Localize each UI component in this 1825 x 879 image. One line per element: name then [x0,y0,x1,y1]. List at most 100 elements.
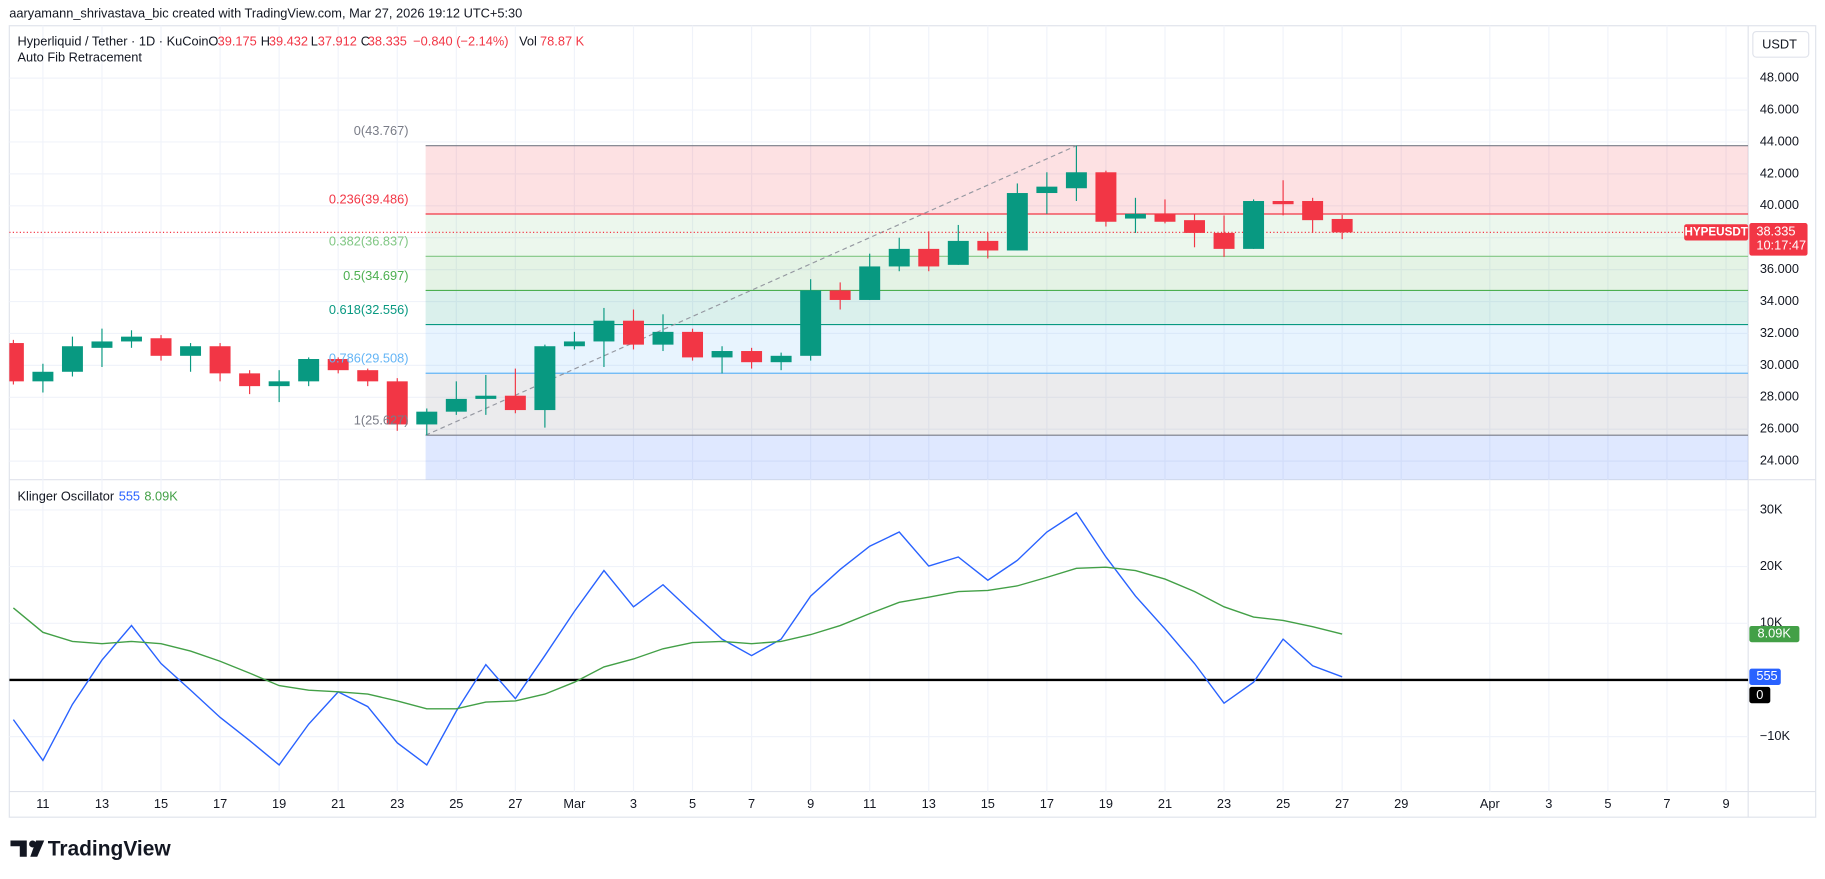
x-tick-label: 25 [449,796,463,811]
oscillator-line [12,566,1343,710]
x-tick-label: 3 [630,796,637,811]
indicator-name: Auto Fib Retracement [17,50,142,65]
y-tick-label: 40.000 [1760,197,1799,212]
x-tick-label: 5 [689,796,696,811]
fib-extension-zone [425,435,1749,480]
x-tick-label: 27 [508,796,522,811]
candle-body [741,351,763,363]
x-tick-label: 15 [981,796,995,811]
y-tick-label: 32.000 [1760,325,1799,340]
y-tick-label: 34.000 [1760,293,1799,308]
last-price: 38.335 [1756,224,1795,239]
fib-label: 0.786(29.508) [329,351,409,366]
y-tick-label: 24.000 [1760,453,1799,468]
ticker-badge [1684,224,1749,241]
candle-body [770,355,792,363]
change: −0.840 (−2.14%) [413,33,508,48]
candle-body [1036,186,1058,194]
axes: 11 13 15 17 19 21 23 25 27 Mar 3 5 7 9 11 13 15 17 19 21 23 2… [36,69,1808,811]
candle-body [504,395,526,411]
open-value: 39.175 [218,33,257,48]
fib-zone [425,145,1749,214]
fib-zone [425,373,1749,436]
x-tick-label: 19 [272,796,286,811]
currency-button[interactable] [1752,30,1810,58]
symbol: Hyperliquid / Tether · 1D · KuCoin [17,33,208,48]
x-tick-label: 19 [1099,796,1113,811]
signal-badge [1749,625,1800,643]
volume: 78.87 K [540,33,585,48]
x-tick-label: 13 [95,796,109,811]
x-tick-label: 5 [1604,796,1611,811]
x-tick-label: 11 [863,796,876,811]
candle-body [800,290,822,356]
y-tick-label: 42.000 [1760,165,1799,180]
candle-body [1065,172,1087,189]
x-tick-label: 29 [1394,796,1408,811]
candle-body [1124,213,1146,219]
fib-label: 0.5(34.697) [343,268,408,283]
fib-zone [425,213,1749,257]
x-tick-label: 25 [1276,796,1290,811]
y-tick-label: 44.000 [1760,133,1799,148]
fib-label: 0.236(39.486) [329,191,409,206]
candle-body [977,240,999,251]
oscillator-line [12,511,1343,766]
fib-label: 0.382(36.837) [329,234,409,249]
oscillator-value: 555 [119,488,140,503]
y-tick-label: 26.000 [1760,421,1799,436]
y-tick-label: 20K [1760,558,1783,573]
currency[interactable]: USDT [1762,36,1797,51]
candle-body [1184,220,1205,233]
candle-body [327,359,349,371]
candle-body [711,351,733,358]
candle-body [947,240,969,265]
candle-body [475,395,497,399]
x-tick-label: 13 [922,796,936,811]
fib-zone [425,256,1749,291]
candle-body [1213,232,1235,249]
candle-body [416,411,438,425]
candle-body [593,320,615,342]
ohlc-letter: L [311,33,318,48]
logo-dot [29,840,37,848]
candle-body [1006,193,1028,251]
low-value: 37.912 [318,33,357,48]
fib-zone [425,324,1749,374]
candle-body [1095,172,1117,222]
logo: TradingView [10,837,171,860]
x-tick-label: 21 [331,796,345,811]
candle-body [682,331,704,358]
y-tick-label: −10K [1760,728,1791,743]
candle-body [91,341,113,348]
fib-label: 1(25.627) [354,413,409,428]
ohlc-letter: H [261,33,270,48]
x-tick-label: 9 [1722,796,1729,811]
candle-body [268,381,290,387]
plot [9,145,1749,766]
candle-body [1272,201,1294,205]
candle-body [298,359,320,382]
x-tick-label: 21 [1158,796,1172,811]
x-tick-label: 17 [213,796,227,811]
x-tick-label: 27 [1335,796,1349,811]
candle-body [1154,213,1176,222]
y-tick-label: 30.000 [1760,357,1799,372]
ohlc-letter: O [208,33,218,48]
zero-badge [1749,686,1771,704]
x-tick-label: 23 [1217,796,1231,811]
x-tick-label: 7 [1663,796,1670,811]
y-tick-label: 48.000 [1760,69,1799,84]
x-tick-label: 11 [36,796,49,811]
x-tick-label: 17 [1040,796,1054,811]
candle-body [445,398,467,412]
candle-body [32,371,54,382]
fib-zone [425,290,1749,325]
brand: TradingView [48,837,172,860]
candle-body [623,320,644,345]
candle-body [150,338,172,356]
candle-body [829,290,851,300]
